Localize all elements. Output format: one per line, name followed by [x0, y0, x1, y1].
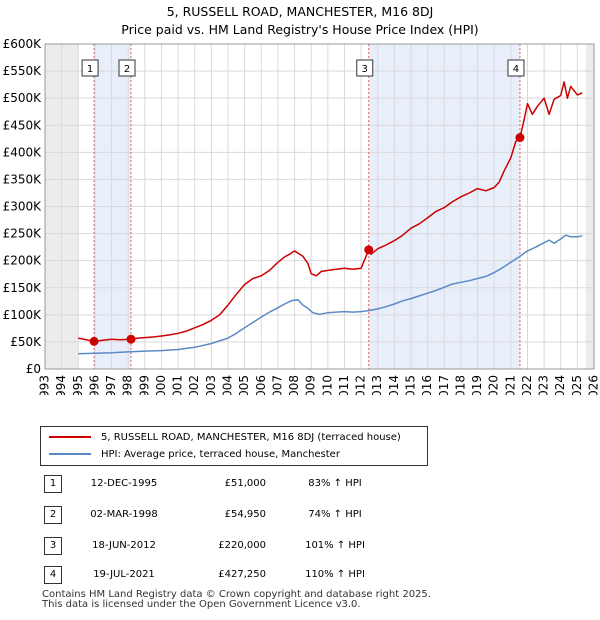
legend-swatch-property — [49, 436, 91, 438]
footer: Contains HM Land Registry data © Crown c… — [42, 590, 431, 610]
sale-point — [515, 133, 525, 143]
transaction-price: £427,250 — [218, 569, 266, 580]
sale-number-label: 3 — [362, 64, 368, 75]
table-row: 1 12-DEC-1995 £51,000 83% ↑ HPI — [0, 474, 600, 494]
x-tick-label: 1999 — [137, 375, 151, 395]
sale-point — [364, 245, 374, 255]
y-tick-label: £450K — [3, 118, 43, 132]
legend-item-hpi: HPI: Average price, terraced house, Manc… — [49, 447, 340, 463]
sale-number-box — [507, 59, 525, 77]
sale-number-label: 2 — [124, 64, 130, 75]
hpi-line — [78, 234, 583, 355]
transaction-hpi: 101% ↑ HPI — [305, 540, 365, 551]
price-chart: £0 £50K £100K £150K £200K £250K £300K £350K £400… — [3, 37, 600, 395]
x-tick-label: 2010 — [320, 375, 334, 395]
x-tick-label: 2023 — [537, 375, 551, 395]
x-tick-label: 2025 — [570, 375, 584, 395]
x-tick-label: 2018 — [453, 375, 467, 395]
x-tick-label: 2012 — [354, 375, 368, 395]
legend-swatch-hpi — [49, 453, 91, 455]
x-tick-label: 2005 — [237, 375, 251, 395]
transaction-date: 19-JUL-2021 — [93, 569, 155, 580]
y-tick-label: £500K — [3, 91, 43, 105]
x-tick-label: 1998 — [121, 375, 135, 395]
table-row: 4 19-JUL-2021 £427,250 110% ↑ HPI — [0, 565, 600, 585]
x-tick-label: 2001 — [171, 375, 185, 395]
x-tick-label: 2022 — [520, 375, 534, 395]
x-tick-label: 2006 — [254, 375, 268, 395]
sale-point — [126, 334, 136, 344]
x-tick-label: 2017 — [437, 375, 451, 395]
transaction-hpi: 74% ↑ HPI — [308, 509, 362, 520]
x-tick-label: 1995 — [71, 375, 85, 395]
transaction-number: 1 — [44, 475, 62, 493]
transaction-date: 02-MAR-1998 — [90, 509, 158, 520]
x-tick-label: 2009 — [304, 375, 318, 395]
x-tick-label: 2003 — [204, 375, 218, 395]
legend-label-property: 5, RUSSELL ROAD, MANCHESTER, M16 8DJ (te… — [101, 432, 401, 443]
x-tick-label: 2007 — [270, 375, 284, 395]
sale-number-label: 4 — [513, 64, 519, 75]
x-tick-label: 1996 — [87, 375, 101, 395]
y-tick-label: £350K — [3, 172, 43, 186]
x-tick-label: 1993 — [38, 375, 52, 395]
y-tick-label: £600K — [3, 37, 43, 51]
x-tick-label: 1994 — [54, 375, 68, 395]
x-tick-label: 2024 — [553, 375, 567, 395]
chart-subtitle: Price paid vs. HM Land Registry's House … — [121, 22, 479, 37]
sale-number-box — [356, 59, 374, 77]
sale-number-box — [118, 59, 136, 77]
transaction-number: 2 — [44, 506, 62, 524]
transaction-hpi: 83% ↑ HPI — [308, 478, 362, 489]
table-row: 3 18-JUN-2012 £220,000 101% ↑ HPI — [0, 536, 600, 556]
legend-label-hpi: HPI: Average price, terraced house, Manc… — [101, 449, 340, 460]
y-tick-label: £100K — [3, 308, 43, 322]
sale-point — [89, 336, 99, 346]
x-tick-label: 2019 — [470, 375, 484, 395]
y-tick-label: £200K — [3, 254, 43, 268]
transaction-price: £51,000 — [224, 478, 266, 489]
x-tick-label: 2021 — [503, 375, 517, 395]
x-tick-label: 2002 — [187, 375, 201, 395]
x-tick-label: 2020 — [487, 375, 501, 395]
y-tick-label: £300K — [3, 200, 43, 214]
x-tick-label: 2011 — [337, 375, 351, 395]
sale-number-box — [81, 59, 99, 77]
y-tick-label: £550K — [3, 64, 43, 78]
chart-title: 5, RUSSELL ROAD, MANCHESTER, M16 8DJ — [166, 4, 434, 19]
plot-border — [44, 43, 595, 370]
transaction-date: 12-DEC-1995 — [90, 478, 158, 489]
legend: 5, RUSSELL ROAD, MANCHESTER, M16 8DJ (te… — [40, 426, 428, 466]
transaction-price: £220,000 — [218, 540, 266, 551]
transaction-number: 3 — [44, 537, 62, 555]
x-tick-label: 1997 — [104, 375, 118, 395]
x-tick-label: 2026 — [587, 375, 600, 395]
y-tick-label: £50K — [10, 335, 42, 349]
sale-number-label: 1 — [87, 64, 93, 75]
x-tick-label: 2000 — [154, 375, 168, 395]
footer-licence: This data is licensed under the Open Gov… — [42, 599, 361, 610]
y-tick-label: £250K — [3, 227, 43, 241]
y-tick-label: £150K — [3, 281, 43, 295]
table-row: 2 02-MAR-1998 £54,950 74% ↑ HPI — [0, 505, 600, 525]
x-tick-label: 2013 — [370, 375, 384, 395]
x-tick-label: 2008 — [287, 375, 301, 395]
x-tick-label: 2004 — [221, 375, 235, 395]
transaction-date: 18-JUN-2012 — [92, 540, 156, 551]
x-tick-label: 2014 — [387, 375, 401, 395]
transaction-hpi: 110% ↑ HPI — [305, 569, 365, 580]
legend-item-property: 5, RUSSELL ROAD, MANCHESTER, M16 8DJ (te… — [49, 430, 401, 446]
property-price-line — [78, 81, 583, 343]
transaction-price: £54,950 — [224, 509, 266, 520]
y-tick-label: £0 — [26, 362, 41, 376]
y-tick-label: £400K — [3, 145, 43, 159]
x-tick-label: 2016 — [420, 375, 434, 395]
x-tick-label: 2015 — [404, 375, 418, 395]
transaction-number: 4 — [44, 566, 62, 584]
footer-copyright: Contains HM Land Registry data © Crown c… — [42, 589, 431, 600]
